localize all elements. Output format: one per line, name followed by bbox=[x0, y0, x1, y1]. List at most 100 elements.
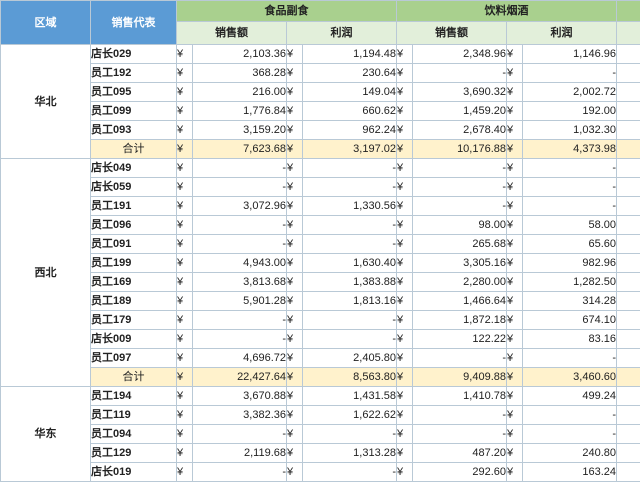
food-sales-cell[interactable]: - bbox=[193, 425, 287, 444]
beverage-profit-cell[interactable]: 192.00 bbox=[523, 102, 617, 121]
empty-cell[interactable] bbox=[617, 235, 640, 254]
beverage-sales-cell[interactable]: - bbox=[413, 425, 507, 444]
beverage-sales-cell[interactable]: 487.20 bbox=[413, 444, 507, 463]
beverage-sales-cell[interactable]: 98.00 bbox=[413, 216, 507, 235]
region-cell[interactable]: 华北 bbox=[1, 45, 91, 159]
food-profit-cell[interactable]: - bbox=[303, 330, 397, 349]
beverage-sales-cell[interactable]: - bbox=[413, 349, 507, 368]
food-sales-cell[interactable]: 2,119.68 bbox=[193, 444, 287, 463]
sales-rep-cell[interactable]: 员工093 bbox=[91, 121, 177, 140]
food-profit-cell[interactable]: - bbox=[303, 159, 397, 178]
food-profit-cell[interactable]: 1,313.28 bbox=[303, 444, 397, 463]
beverage-sales-cell[interactable]: - bbox=[413, 178, 507, 197]
food-profit-cell[interactable]: 2,405.80 bbox=[303, 349, 397, 368]
empty-cell[interactable] bbox=[617, 311, 640, 330]
food-sales-cell[interactable]: 4,943.00 bbox=[193, 254, 287, 273]
empty-cell[interactable] bbox=[617, 45, 640, 64]
food-profit-cell[interactable]: - bbox=[303, 311, 397, 330]
beverage-profit-cell[interactable]: - bbox=[523, 197, 617, 216]
beverage-profit-cell[interactable]: 1,282.50 bbox=[523, 273, 617, 292]
food-profit-cell[interactable]: - bbox=[303, 235, 397, 254]
header-extra-cell[interactable] bbox=[617, 1, 640, 22]
empty-cell[interactable] bbox=[617, 64, 640, 83]
beverage-sales-cell[interactable]: 2,348.96 bbox=[413, 45, 507, 64]
food-profit-cell[interactable]: 1,813.16 bbox=[303, 292, 397, 311]
beverage-profit-cell[interactable]: 1,146.96 bbox=[523, 45, 617, 64]
beverage-sales-cell[interactable]: 265.68 bbox=[413, 235, 507, 254]
sales-rep-cell[interactable]: 员工099 bbox=[91, 102, 177, 121]
food-sales-cell[interactable]: - bbox=[193, 463, 287, 482]
food-sales-cell[interactable]: 5,901.28 bbox=[193, 292, 287, 311]
empty-cell[interactable] bbox=[617, 102, 640, 121]
sales-rep-cell[interactable]: 员工096 bbox=[91, 216, 177, 235]
food-sales-cell[interactable]: 368.28 bbox=[193, 64, 287, 83]
sales-rep-cell[interactable]: 店长009 bbox=[91, 330, 177, 349]
food-profit-cell[interactable]: - bbox=[303, 425, 397, 444]
food-sales-cell[interactable]: - bbox=[193, 159, 287, 178]
beverage-sales-cell[interactable]: 10,176.88 bbox=[413, 140, 507, 159]
beverage-profit-cell[interactable]: - bbox=[523, 425, 617, 444]
beverage-sales-cell[interactable]: - bbox=[413, 197, 507, 216]
beverage-profit-cell[interactable]: - bbox=[523, 159, 617, 178]
sales-rep-cell[interactable]: 员工194 bbox=[91, 387, 177, 406]
sales-rep-cell[interactable]: 员工095 bbox=[91, 83, 177, 102]
beverage-sales-cell[interactable]: 2,280.00 bbox=[413, 273, 507, 292]
beverage-profit-cell[interactable]: 4,373.98 bbox=[523, 140, 617, 159]
food-sales-cell[interactable]: 3,813.68 bbox=[193, 273, 287, 292]
beverage-sales-cell[interactable]: 122.22 bbox=[413, 330, 507, 349]
empty-cell[interactable] bbox=[617, 273, 640, 292]
sales-rep-cell[interactable]: 员工199 bbox=[91, 254, 177, 273]
beverage-sales-cell[interactable]: 292.60 bbox=[413, 463, 507, 482]
header-group-beverage[interactable]: 饮料烟酒 bbox=[397, 1, 617, 22]
food-sales-cell[interactable]: 3,159.20 bbox=[193, 121, 287, 140]
sales-rep-cell[interactable]: 员工189 bbox=[91, 292, 177, 311]
empty-cell[interactable] bbox=[617, 349, 640, 368]
sales-rep-cell[interactable]: 员工097 bbox=[91, 349, 177, 368]
beverage-sales-cell[interactable]: - bbox=[413, 159, 507, 178]
food-sales-cell[interactable]: - bbox=[193, 311, 287, 330]
food-profit-cell[interactable]: - bbox=[303, 216, 397, 235]
empty-cell[interactable] bbox=[617, 159, 640, 178]
empty-cell[interactable] bbox=[617, 254, 640, 273]
sales-rep-cell[interactable]: 员工169 bbox=[91, 273, 177, 292]
food-sales-cell[interactable]: - bbox=[193, 178, 287, 197]
beverage-profit-cell[interactable]: 83.16 bbox=[523, 330, 617, 349]
beverage-sales-cell[interactable]: 1,872.18 bbox=[413, 311, 507, 330]
food-profit-cell[interactable]: 1,622.62 bbox=[303, 406, 397, 425]
beverage-profit-cell[interactable]: - bbox=[523, 64, 617, 83]
empty-cell[interactable] bbox=[617, 425, 640, 444]
empty-cell[interactable] bbox=[617, 178, 640, 197]
beverage-sales-cell[interactable]: 9,409.88 bbox=[413, 368, 507, 387]
sales-rep-cell[interactable]: 店长049 bbox=[91, 159, 177, 178]
empty-cell[interactable] bbox=[617, 121, 640, 140]
sales-rep-cell[interactable]: 员工119 bbox=[91, 406, 177, 425]
food-profit-cell[interactable]: 8,563.80 bbox=[303, 368, 397, 387]
food-sales-cell[interactable]: 1,776.84 bbox=[193, 102, 287, 121]
empty-cell[interactable] bbox=[617, 216, 640, 235]
beverage-sales-cell[interactable]: - bbox=[413, 406, 507, 425]
empty-cell[interactable] bbox=[617, 406, 640, 425]
beverage-sales-cell[interactable]: - bbox=[413, 64, 507, 83]
header-food-profit[interactable]: 利润 bbox=[287, 22, 397, 45]
food-profit-cell[interactable]: 1,330.56 bbox=[303, 197, 397, 216]
beverage-sales-cell[interactable]: 1,466.64 bbox=[413, 292, 507, 311]
food-sales-cell[interactable]: 7,623.68 bbox=[193, 140, 287, 159]
beverage-profit-cell[interactable]: 65.60 bbox=[523, 235, 617, 254]
sales-rep-cell[interactable]: 店长059 bbox=[91, 178, 177, 197]
region-cell[interactable]: 华东 bbox=[1, 387, 91, 482]
subtotal-label[interactable]: 合计 bbox=[91, 368, 177, 387]
header-beverage-profit[interactable]: 利润 bbox=[507, 22, 617, 45]
food-sales-cell[interactable]: - bbox=[193, 235, 287, 254]
beverage-sales-cell[interactable]: 3,305.16 bbox=[413, 254, 507, 273]
food-profit-cell[interactable]: 149.04 bbox=[303, 83, 397, 102]
empty-cell[interactable] bbox=[617, 140, 640, 159]
header-group-food[interactable]: 食品副食 bbox=[177, 1, 397, 22]
header-beverage-sales[interactable]: 销售额 bbox=[397, 22, 507, 45]
empty-cell[interactable] bbox=[617, 83, 640, 102]
subtotal-label[interactable]: 合计 bbox=[91, 140, 177, 159]
food-profit-cell[interactable]: 1,630.40 bbox=[303, 254, 397, 273]
beverage-sales-cell[interactable]: 1,459.20 bbox=[413, 102, 507, 121]
beverage-profit-cell[interactable]: 674.10 bbox=[523, 311, 617, 330]
empty-cell[interactable] bbox=[617, 197, 640, 216]
sales-rep-cell[interactable]: 员工091 bbox=[91, 235, 177, 254]
